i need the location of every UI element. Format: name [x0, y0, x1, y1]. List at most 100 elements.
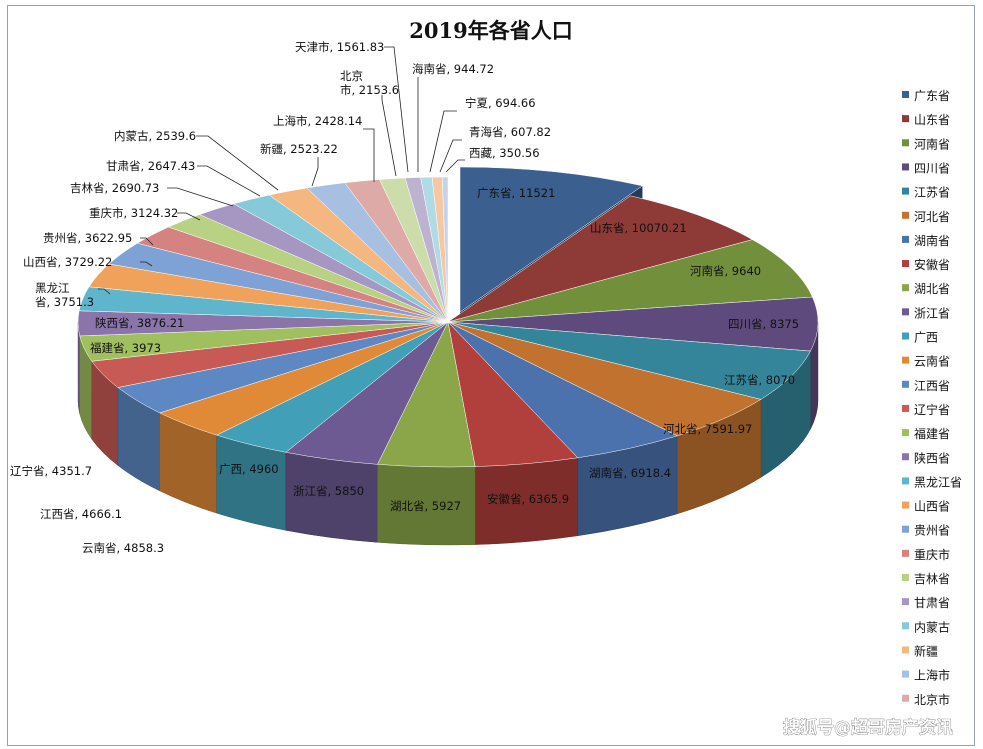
legend-entry-山东省: 山东省 — [914, 113, 950, 127]
legend-swatch-内蒙古 — [902, 622, 909, 630]
legend-swatch-云南省 — [902, 356, 909, 364]
leader-上海市 — [363, 128, 375, 182]
legend-swatch-山东省 — [902, 115, 909, 123]
legend-entry-上海市: 上海市 — [914, 668, 950, 683]
leader-黑龙江省 — [98, 288, 111, 295]
legend-entry-湖北省: 湖北省 — [914, 281, 950, 296]
leader-吉林省 — [167, 187, 234, 207]
legend-entry-吉林省: 吉林省 — [914, 572, 950, 586]
legend-swatch-吉林省 — [902, 574, 909, 581]
legend-swatch-重庆市 — [902, 549, 909, 557]
data-label-福建省: 福建省, 3973 — [90, 341, 161, 355]
slice-top-河南省 — [447, 239, 813, 323]
data-label-北京市: 北京市, 2153.6 — [340, 69, 399, 97]
legend-entry-河南省: 河南省 — [914, 136, 950, 151]
data-labels: 广东省, 11521 山东省, 10070.21 河南省, 9640 四川省, 837… — [10, 40, 799, 555]
data-label-吉林省: 吉林省, 2690.73 — [70, 181, 159, 195]
legend-swatch-河南省 — [902, 139, 909, 147]
leader-贵州省 — [140, 237, 154, 246]
slice-top-江苏省 — [447, 321, 811, 400]
legend-swatch-广东省 — [902, 91, 909, 98]
leader-重庆市 — [177, 212, 201, 221]
leader-西藏 — [445, 159, 465, 173]
legend-swatch-湖南省 — [902, 235, 909, 243]
leader-山西省 — [140, 261, 153, 267]
slice-top-四川省 — [447, 296, 819, 352]
legend-entry-四川省: 四川省 — [914, 161, 950, 175]
data-label-重庆市: 重庆市, 3124.32 — [89, 206, 178, 220]
legend: 广东省山东省河南省四川省江苏省河北省湖南省安徽省湖北省浙江省广西云南省江西省辽宁… — [902, 89, 962, 707]
legend-entry-广西: 广西 — [914, 331, 938, 345]
slice-tops — [77, 166, 819, 468]
legend-entry-辽宁省: 辽宁省 — [914, 402, 950, 417]
data-label-河北省: 河北省, 7591.97 — [663, 422, 752, 436]
data-label-宁夏: 宁夏, 694.66 — [465, 96, 536, 110]
data-label-山西省: 山西省, 3729.22 — [23, 255, 112, 269]
legend-swatch-上海市 — [902, 670, 909, 678]
data-label-江苏省: 江苏省, 8070 — [724, 373, 795, 387]
legend-entry-湖南省: 湖南省 — [914, 233, 950, 248]
legend-swatch-陕西省 — [902, 453, 909, 461]
legend-entry-北京市: 北京市 — [914, 692, 950, 707]
legend-entry-内蒙古: 内蒙古 — [914, 619, 950, 634]
legend-entry-浙江省: 浙江省 — [914, 306, 950, 320]
data-label-云南省: 云南省, 4858.3 — [82, 541, 164, 555]
data-label-新疆: 新疆, 2523.22 — [260, 142, 338, 156]
data-label-陕西省: 陕西省, 3876.21 — [95, 316, 184, 330]
legend-swatch-新疆 — [902, 646, 909, 654]
data-label-河南省: 河南省, 9640 — [690, 264, 761, 278]
legend-swatch-黑龙江省 — [902, 477, 909, 485]
legend-entry-甘肃省: 甘肃省 — [914, 596, 950, 610]
watermark: 搜狐号@超哥房产资讯 — [783, 717, 953, 738]
legend-swatch-江西省 — [902, 380, 909, 388]
legend-swatch-湖北省 — [902, 284, 909, 292]
leader-lines — [98, 46, 465, 295]
legend-swatch-安徽省 — [902, 260, 909, 268]
legend-swatch-河北省 — [902, 211, 909, 219]
data-label-江西省: 江西省, 4666.1 — [40, 507, 122, 521]
data-label-湖南省: 湖南省, 6918.4 — [589, 466, 671, 480]
leader-青海省 — [439, 139, 462, 173]
slice-top-山东省 — [447, 195, 754, 323]
legend-swatch-福建省 — [902, 429, 909, 437]
data-label-浙江省: 浙江省, 5850 — [293, 484, 364, 498]
legend-swatch-甘肃省 — [902, 598, 909, 606]
slice-top-西藏 — [441, 176, 449, 323]
legend-swatch-贵州省 — [902, 525, 909, 533]
data-label-海南省: 海南省, 944.72 — [412, 62, 494, 76]
legend-entry-山西省: 山西省 — [914, 500, 950, 514]
data-label-四川省: 四川省, 8375 — [728, 317, 799, 331]
legend-entry-河北省: 河北省 — [914, 210, 950, 224]
legend-swatch-浙江省 — [902, 308, 909, 316]
leader-甘肃省 — [197, 165, 261, 197]
legend-swatch-北京市 — [902, 694, 909, 702]
data-label-青海省: 青海省, 607.82 — [469, 125, 551, 139]
data-label-辽宁省: 辽宁省, 4351.7 — [10, 464, 92, 478]
legend-entry-黑龙江省: 黑龙江省 — [914, 475, 962, 489]
slice-top-广东省 — [459, 166, 644, 313]
legend-entry-陕西省: 陕西省 — [914, 450, 950, 465]
leader-北京市 — [381, 95, 397, 177]
data-label-内蒙古: 内蒙古, 2539.6 — [114, 129, 196, 143]
legend-entry-江苏省: 江苏省 — [914, 186, 950, 200]
legend-swatch-江苏省 — [902, 187, 909, 195]
data-label-甘肃省: 甘肃省, 2647.43 — [106, 159, 195, 173]
data-label-天津市: 天津市, 1561.83 — [295, 40, 384, 54]
data-label-贵州省: 贵州省, 3622.95 — [43, 231, 132, 245]
data-label-西藏: 西藏, 350.56 — [469, 146, 540, 160]
leader-宁夏 — [429, 110, 457, 173]
leader-新疆 — [311, 157, 319, 187]
legend-entry-安徽省: 安徽省 — [914, 257, 950, 272]
legend-entry-广东省: 广东省 — [914, 89, 950, 103]
data-label-湖北省: 湖北省, 5927 — [390, 499, 461, 513]
chart-title: 2019年各省人口 — [409, 18, 572, 43]
legend-entry-云南省: 云南省 — [914, 354, 950, 369]
legend-entry-福建省: 福建省 — [914, 426, 950, 441]
legend-entry-重庆市: 重庆市 — [914, 547, 950, 562]
legend-swatch-山西省 — [902, 501, 909, 509]
legend-swatch-四川省 — [902, 163, 909, 171]
data-label-安徽省: 安徽省, 6365.9 — [487, 492, 569, 506]
data-label-广东省: 广东省, 11521 — [477, 186, 555, 200]
leader-天津市 — [384, 46, 409, 173]
